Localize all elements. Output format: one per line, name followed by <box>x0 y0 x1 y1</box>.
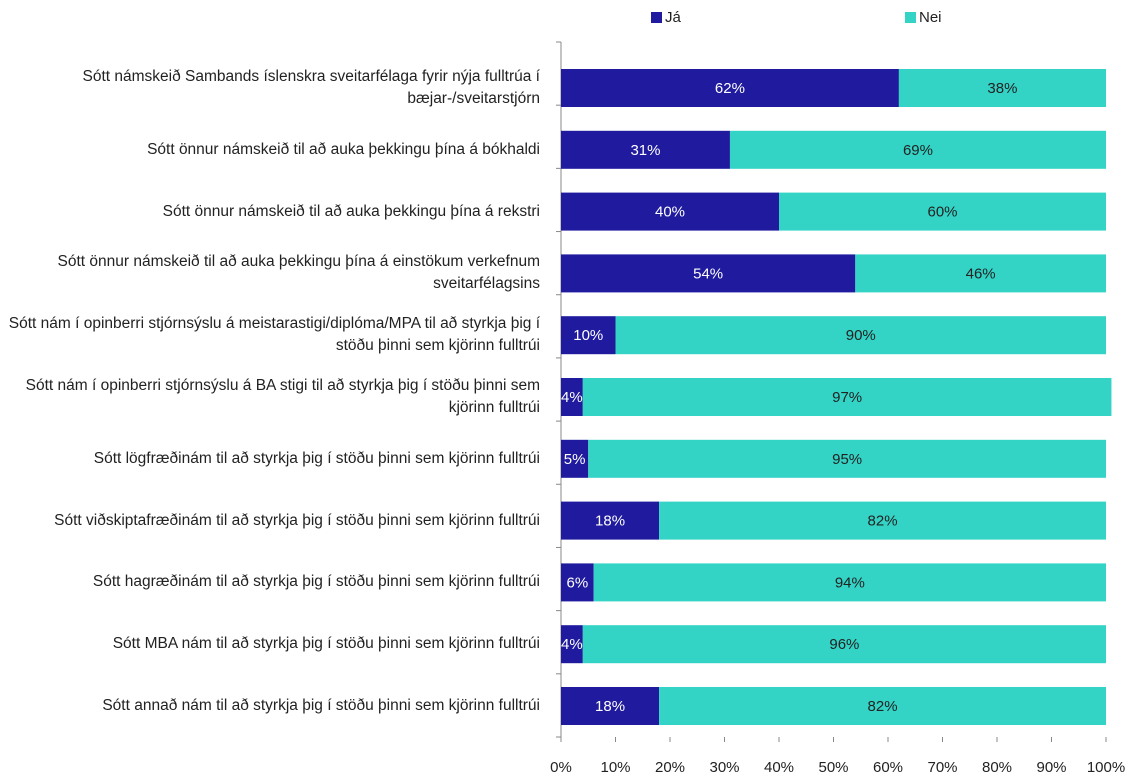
category-label: Sótt hagræðinám til að styrkja þig í stö… <box>92 573 540 591</box>
bar <box>659 687 1106 725</box>
value-label: 62% <box>715 80 745 97</box>
x-tick-label: 40% <box>764 759 794 774</box>
legend-swatch <box>651 12 662 23</box>
bar <box>779 192 1106 231</box>
value-label: 38% <box>987 80 1017 97</box>
value-label: 4% <box>561 389 583 406</box>
value-label: 97% <box>832 389 862 406</box>
category-label: Sótt önnur námskeið til að auka þekkingu… <box>162 202 540 220</box>
x-tick-label: 10% <box>600 759 630 774</box>
category-label: Sótt nám í opinberri stjórnsýslu á meist… <box>8 315 540 355</box>
legend-swatch <box>905 12 916 23</box>
bar <box>561 501 660 540</box>
bar <box>593 563 1106 602</box>
category-label: Sótt annað nám til að styrkja þig í stöð… <box>102 697 540 714</box>
x-tick-label: 30% <box>709 759 739 774</box>
bar <box>561 69 899 107</box>
value-label: 10% <box>573 327 603 344</box>
legend-label: Já <box>665 9 682 26</box>
x-tick-label: 20% <box>655 759 685 774</box>
category-label: Sótt viðskiptafræðinám til að styrkja þi… <box>54 511 540 529</box>
bar <box>898 69 1106 107</box>
bar <box>561 625 583 664</box>
value-label: 18% <box>595 698 625 715</box>
value-label: 69% <box>903 142 933 159</box>
category-label: Sótt önnur námskeið til að auka þekkingu… <box>147 140 540 158</box>
bar <box>561 563 594 602</box>
bar <box>561 316 616 355</box>
category-label: Sótt námskeið Sambands íslenskra sveitar… <box>82 68 540 107</box>
bar <box>561 192 779 231</box>
value-label: 4% <box>561 636 583 653</box>
x-tick-label: 50% <box>818 759 848 774</box>
value-label: 46% <box>966 265 996 282</box>
bar <box>588 439 1106 478</box>
bar <box>561 254 856 293</box>
bar <box>615 316 1106 355</box>
category-label: Sótt nám í opinberri stjórnsýslu á BA st… <box>25 377 540 416</box>
value-label: 60% <box>927 204 957 221</box>
x-tick-label: 0% <box>550 759 572 774</box>
x-tick-label: 60% <box>873 759 903 774</box>
value-label: 6% <box>567 574 589 591</box>
bar <box>659 501 1106 540</box>
bar <box>561 130 730 169</box>
bar <box>561 378 583 416</box>
bar <box>582 625 1106 664</box>
value-label: 54% <box>693 265 723 282</box>
value-label: 95% <box>832 451 862 468</box>
bar <box>729 130 1106 169</box>
legend-label: Nei <box>919 9 942 26</box>
value-label: 82% <box>868 698 898 715</box>
x-tick-label: 90% <box>1036 759 1066 774</box>
value-label: 5% <box>564 451 586 468</box>
value-label: 94% <box>835 574 865 591</box>
bar <box>561 439 589 478</box>
bar <box>855 254 1106 293</box>
value-label: 40% <box>655 204 685 221</box>
category-label: Sótt önnur námskeið til að auka þekkingu… <box>57 253 541 293</box>
value-label: 18% <box>595 513 625 530</box>
x-tick-label: 100% <box>1087 759 1125 774</box>
value-label: 31% <box>630 142 660 159</box>
x-tick-label: 80% <box>982 759 1012 774</box>
bar <box>561 687 660 725</box>
category-label: Sótt MBA nám til að styrkja þig í stöðu … <box>112 635 540 653</box>
bar <box>582 378 1112 416</box>
value-label: 96% <box>829 636 859 653</box>
category-label: Sótt lögfræðinám til að styrkja þig í st… <box>93 449 540 467</box>
x-tick-label: 70% <box>927 759 957 774</box>
value-label: 90% <box>846 327 876 344</box>
value-label: 82% <box>868 513 898 530</box>
